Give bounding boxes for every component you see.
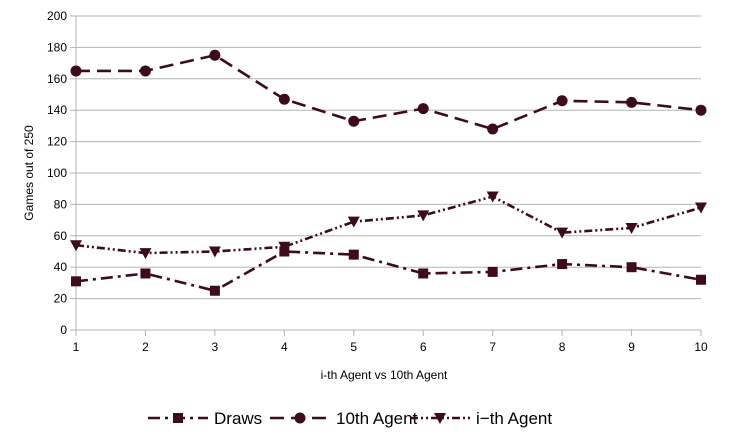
data-point bbox=[487, 266, 498, 277]
y-tick-label: 140 bbox=[47, 103, 67, 117]
legend-marker bbox=[434, 413, 446, 424]
series-2 bbox=[70, 191, 707, 260]
data-point bbox=[71, 276, 81, 287]
legend-marker bbox=[294, 412, 306, 424]
y-tick-label: 100 bbox=[47, 166, 67, 180]
x-tick-label: 1 bbox=[73, 340, 80, 354]
legend-item-2: i−th Agent bbox=[410, 409, 552, 428]
data-point bbox=[695, 202, 707, 214]
series-line bbox=[75, 250, 702, 293]
x-tick-label: 6 bbox=[420, 340, 427, 354]
data-point bbox=[209, 285, 220, 296]
data-point bbox=[695, 104, 707, 116]
y-tick-label: 120 bbox=[47, 135, 67, 149]
y-tick-label: 0 bbox=[60, 323, 67, 337]
data-point bbox=[625, 222, 638, 234]
axes: 0 20 40 60 80 100 120 140 160 180 200 1 2 3 4 5 6 7 8 9 10 bbox=[47, 9, 708, 354]
legend-marker bbox=[173, 413, 183, 423]
data-point bbox=[208, 246, 221, 258]
data-point bbox=[556, 95, 568, 107]
x-tick-label: 7 bbox=[489, 340, 496, 354]
labels: Games out of 250 i-th Agent vs 10th Agen… bbox=[22, 125, 448, 382]
grid bbox=[76, 15, 701, 331]
data-point bbox=[139, 65, 151, 77]
legend-item-0: Draws bbox=[148, 409, 262, 428]
data-point bbox=[557, 259, 568, 270]
series-line bbox=[75, 195, 702, 255]
legend-label: i−th Agent bbox=[476, 409, 552, 428]
data-point bbox=[348, 249, 359, 260]
y-tick-label: 20 bbox=[54, 292, 68, 306]
data-point bbox=[70, 65, 82, 77]
data-point bbox=[209, 49, 221, 61]
data-point bbox=[278, 93, 290, 105]
x-axis-label: i-th Agent vs 10th Agent bbox=[321, 368, 448, 382]
data-point bbox=[418, 268, 429, 279]
y-tick-label: 200 bbox=[47, 9, 67, 23]
series bbox=[70, 49, 707, 296]
data-point bbox=[696, 274, 706, 285]
data-point bbox=[417, 103, 429, 115]
x-tick-label: 4 bbox=[281, 340, 288, 354]
data-point bbox=[139, 248, 152, 260]
legend-label: 10th Agent bbox=[336, 409, 418, 428]
x-tick-label: 9 bbox=[628, 340, 635, 354]
y-tick-label: 60 bbox=[54, 229, 68, 243]
data-point bbox=[348, 115, 360, 127]
series-0 bbox=[71, 246, 706, 296]
y-tick-label: 180 bbox=[47, 40, 67, 54]
data-point bbox=[556, 227, 569, 239]
y-tick-label: 160 bbox=[47, 72, 67, 86]
data-point bbox=[486, 191, 499, 203]
data-point bbox=[347, 216, 360, 228]
y-tick-label: 40 bbox=[54, 260, 68, 274]
y-tick-label: 80 bbox=[54, 197, 68, 211]
y-axis-label: Games out of 250 bbox=[22, 125, 36, 221]
x-tick-label: 2 bbox=[142, 340, 149, 354]
x-tick-label: 5 bbox=[350, 340, 357, 354]
data-point bbox=[626, 262, 637, 273]
data-point bbox=[417, 210, 430, 222]
series-1 bbox=[70, 49, 707, 135]
x-tick-label: 8 bbox=[559, 340, 566, 354]
legend-item-1: 10th Agent bbox=[270, 409, 418, 428]
data-point bbox=[278, 241, 291, 253]
x-tick-label: 3 bbox=[212, 340, 219, 354]
data-point bbox=[140, 268, 151, 279]
data-point bbox=[70, 240, 82, 252]
x-tick-label: 10 bbox=[694, 340, 708, 354]
data-point bbox=[487, 123, 499, 135]
legend-label: Draws bbox=[214, 409, 262, 428]
data-point bbox=[626, 96, 638, 108]
series-line bbox=[76, 53, 702, 131]
legend: Draws 10th Agent i−th Agent bbox=[148, 409, 552, 428]
